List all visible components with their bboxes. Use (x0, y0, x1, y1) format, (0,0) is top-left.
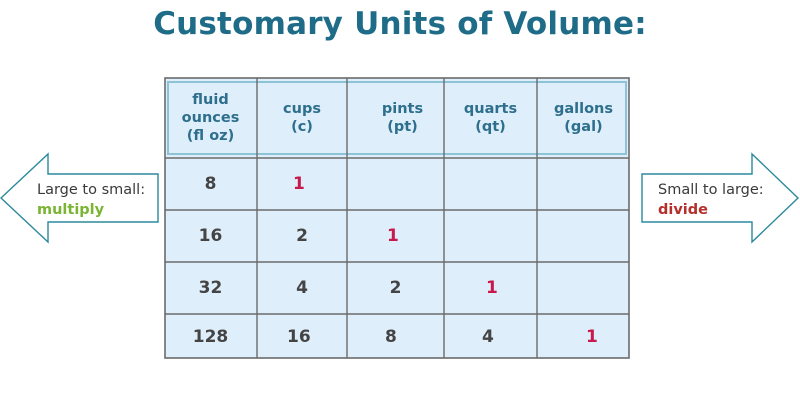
small-to-large-arrow: Small to large: divide (640, 152, 800, 244)
header-fluid-line2: ounces (181, 110, 240, 126)
small-to-large-text: Small to large: (658, 182, 764, 198)
cell-pints-row2: 1 (387, 226, 399, 246)
cell-quarts-row3: 1 (486, 278, 498, 298)
header-pints-line1: pints (381, 101, 424, 117)
header-gallons-line2: (gal) (564, 119, 603, 135)
cell-pints-row4: 8 (385, 326, 397, 347)
cell-fl-oz-row3: 32 (198, 278, 223, 298)
large-to-small-text: Large to small: (37, 182, 146, 198)
small-to-large-label: Small to large: divide (658, 180, 764, 220)
large-to-small-label: Large to small: multiply (37, 180, 145, 220)
cell-fl-oz-row2: 16 (198, 226, 223, 246)
header-cups-line1: cups (283, 101, 321, 117)
header-gallons: gallons (gal) (537, 82, 630, 154)
large-to-small-arrow: Large to small: multiply (0, 152, 160, 244)
cell-cups-row4: 16 (287, 326, 311, 347)
left-arrow-icon (0, 152, 159, 244)
header-gallons-line1: gallons (553, 101, 614, 117)
right-arrow-icon (641, 152, 800, 244)
cell-cups-row1: 1 (293, 174, 305, 194)
page-title: Customary Units of Volume: (153, 6, 647, 42)
cell-pints-row3: 2 (389, 278, 402, 298)
cell-gallons-row4: 1 (586, 326, 598, 347)
divide-keyword: divide (658, 202, 708, 218)
header-pints-line2: (pt) (387, 119, 418, 135)
volume-conversion-table: fluid ounces (fl oz) cups (c) pints (pt)… (164, 77, 630, 359)
table-grid (164, 77, 630, 359)
cell-quarts-row4: 4 (482, 326, 494, 347)
header-quarts-line1: quarts (463, 101, 518, 117)
cell-fl-oz-row4: 128 (192, 326, 229, 347)
header-fluid-ounces: fluid ounces (fl oz) (164, 82, 257, 154)
header-fluid-line3: (fl oz) (186, 128, 235, 144)
cell-cups-row3: 4 (296, 278, 308, 298)
multiply-keyword: multiply (37, 202, 105, 218)
header-cups-line2: (c) (291, 119, 313, 135)
cell-cups-row2: 2 (296, 226, 308, 246)
header-quarts-line2: (qt) (475, 119, 506, 135)
header-pints: pints (pt) (347, 82, 444, 154)
header-cups: cups (c) (257, 82, 347, 154)
cell-fl-oz-row1: 8 (204, 174, 217, 194)
header-fluid-line1: fluid (192, 92, 229, 108)
header-quarts: quarts (qt) (444, 82, 537, 154)
